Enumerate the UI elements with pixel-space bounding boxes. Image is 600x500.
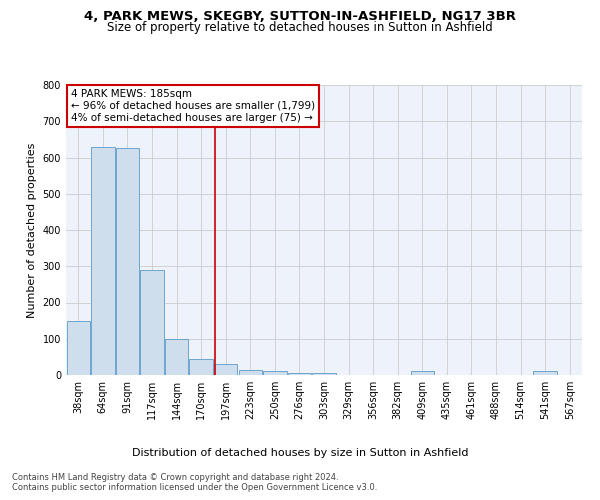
Bar [91,146,115,375]
Bar [214,364,238,375]
Bar [533,372,557,375]
Bar [190,358,213,375]
Bar [263,372,287,375]
Bar [410,372,434,375]
Text: Distribution of detached houses by size in Sutton in Ashfield: Distribution of detached houses by size … [132,448,468,458]
Bar [140,270,164,375]
Bar [116,148,139,375]
Bar [165,339,188,375]
Text: 4 PARK MEWS: 185sqm
← 96% of detached houses are smaller (1,799)
4% of semi-deta: 4 PARK MEWS: 185sqm ← 96% of detached ho… [71,90,315,122]
Bar [67,320,90,375]
Text: 4, PARK MEWS, SKEGBY, SUTTON-IN-ASHFIELD, NG17 3BR: 4, PARK MEWS, SKEGBY, SUTTON-IN-ASHFIELD… [84,10,516,23]
Bar [239,370,262,375]
Text: Contains HM Land Registry data © Crown copyright and database right 2024.
Contai: Contains HM Land Registry data © Crown c… [12,472,377,492]
Text: Size of property relative to detached houses in Sutton in Ashfield: Size of property relative to detached ho… [107,21,493,34]
Bar [288,373,311,375]
Bar [313,373,335,375]
Y-axis label: Number of detached properties: Number of detached properties [27,142,37,318]
